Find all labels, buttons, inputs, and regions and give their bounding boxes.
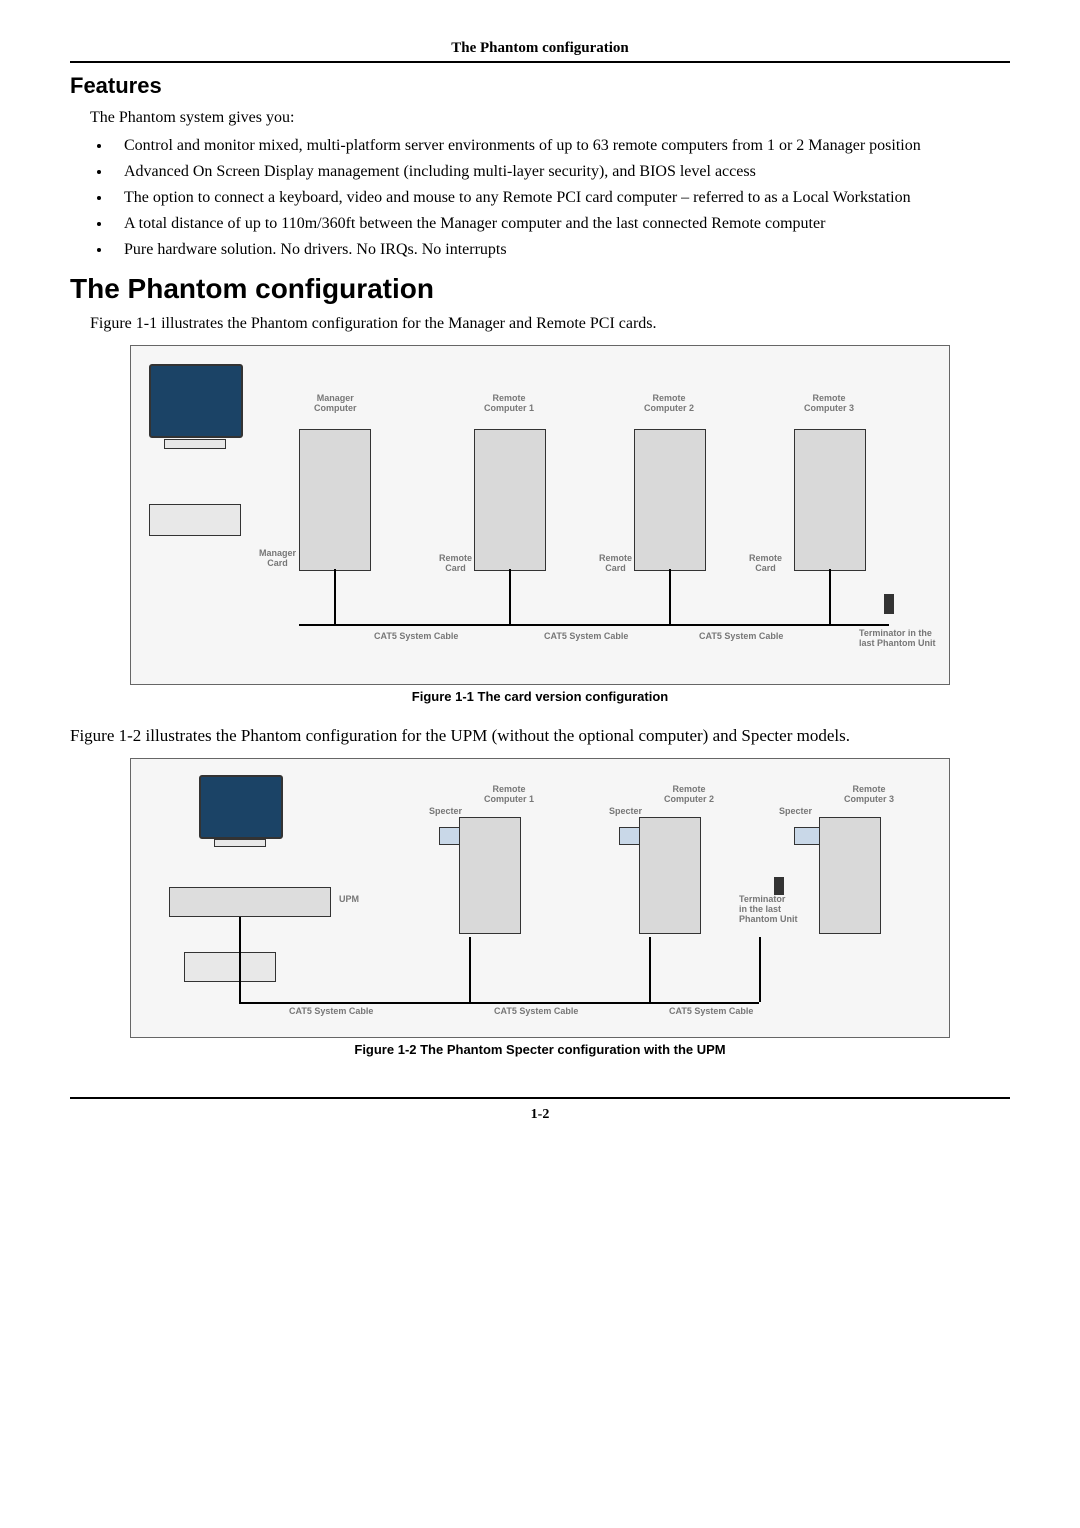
- keyboard-icon: [184, 952, 276, 982]
- monitor-stand: [214, 839, 266, 847]
- cable-line: [334, 569, 336, 624]
- label-remote1: RemoteComputer 1: [484, 394, 534, 414]
- pc-tower-icon: [474, 429, 546, 571]
- monitor-icon: [149, 364, 243, 438]
- label-terminator: Terminator in thelast Phantom Unit: [859, 629, 936, 649]
- config-para2: Figure 1-2 illustrates the Phantom confi…: [70, 726, 1010, 746]
- feature-item: Advanced On Screen Display management (i…: [112, 163, 1010, 181]
- features-heading: Features: [70, 73, 1010, 99]
- label-remote3: RemoteComputer 3: [804, 394, 854, 414]
- label-remote3: RemoteComputer 3: [844, 785, 894, 805]
- label-remote-card: RemoteCard: [749, 554, 782, 574]
- figure-1-1: ManagerComputer ManagerCard RemoteComput…: [130, 345, 950, 685]
- config-heading: The Phantom configuration: [70, 273, 1010, 305]
- page-footer: 1-2: [70, 1097, 1010, 1123]
- label-cat5: CAT5 System Cable: [374, 632, 458, 642]
- label-manager-computer: ManagerComputer: [314, 394, 357, 414]
- feature-item: Control and monitor mixed, multi-platfor…: [112, 137, 1010, 155]
- monitor-icon: [199, 775, 283, 839]
- label-remote-card: RemoteCard: [439, 554, 472, 574]
- label-manager-card: ManagerCard: [259, 549, 296, 569]
- terminator-icon: [884, 594, 894, 614]
- cable-line: [759, 937, 761, 1002]
- figure-1-2: UPM Specter RemoteComputer 1 Specter Rem…: [130, 758, 950, 1038]
- pc-tower-icon: [794, 429, 866, 571]
- label-remote2: RemoteComputer 2: [644, 394, 694, 414]
- label-upm: UPM: [339, 895, 359, 905]
- label-terminator: Terminatorin the lastPhantom Unit: [739, 895, 798, 925]
- cable-line: [509, 569, 511, 624]
- cable-line: [469, 937, 471, 1002]
- label-cat5: CAT5 System Cable: [669, 1007, 753, 1017]
- pc-tower-icon: [299, 429, 371, 571]
- pc-tower-icon: [634, 429, 706, 571]
- upm-box-icon: [169, 887, 331, 917]
- cable-line: [299, 624, 889, 626]
- keyboard-icon: [149, 504, 241, 536]
- pc-tower-icon: [819, 817, 881, 934]
- label-cat5: CAT5 System Cable: [544, 632, 628, 642]
- label-remote2: RemoteComputer 2: [664, 785, 714, 805]
- cable-line: [649, 937, 651, 1002]
- label-cat5: CAT5 System Cable: [699, 632, 783, 642]
- terminator-icon: [774, 877, 784, 895]
- features-list: Control and monitor mixed, multi-platfor…: [90, 137, 1010, 259]
- cable-line: [669, 569, 671, 624]
- diagram-1: ManagerComputer ManagerCard RemoteComput…: [139, 354, 941, 676]
- cable-line: [239, 917, 241, 1002]
- features-intro: The Phantom system gives you:: [90, 109, 1010, 127]
- label-remote-card: RemoteCard: [599, 554, 632, 574]
- figure-1-2-caption: Figure 1-2 The Phantom Specter configura…: [70, 1042, 1010, 1057]
- figure-1-1-caption: Figure 1-1 The card version configuratio…: [70, 689, 1010, 704]
- monitor-stand: [164, 439, 226, 449]
- pc-tower-icon: [459, 817, 521, 934]
- label-specter: Specter: [609, 807, 642, 817]
- config-para1: Figure 1-1 illustrates the Phantom confi…: [90, 315, 1010, 333]
- label-specter: Specter: [429, 807, 462, 817]
- cable-line: [829, 569, 831, 624]
- label-specter: Specter: [779, 807, 812, 817]
- feature-item: A total distance of up to 110m/360ft bet…: [112, 215, 1010, 233]
- label-cat5: CAT5 System Cable: [494, 1007, 578, 1017]
- page-header: The Phantom configuration: [70, 40, 1010, 63]
- pc-tower-icon: [639, 817, 701, 934]
- feature-item: The option to connect a keyboard, video …: [112, 189, 1010, 207]
- label-remote1: RemoteComputer 1: [484, 785, 534, 805]
- cable-line: [239, 1002, 759, 1004]
- diagram-2: UPM Specter RemoteComputer 1 Specter Rem…: [139, 767, 941, 1029]
- label-cat5: CAT5 System Cable: [289, 1007, 373, 1017]
- feature-item: Pure hardware solution. No drivers. No I…: [112, 241, 1010, 259]
